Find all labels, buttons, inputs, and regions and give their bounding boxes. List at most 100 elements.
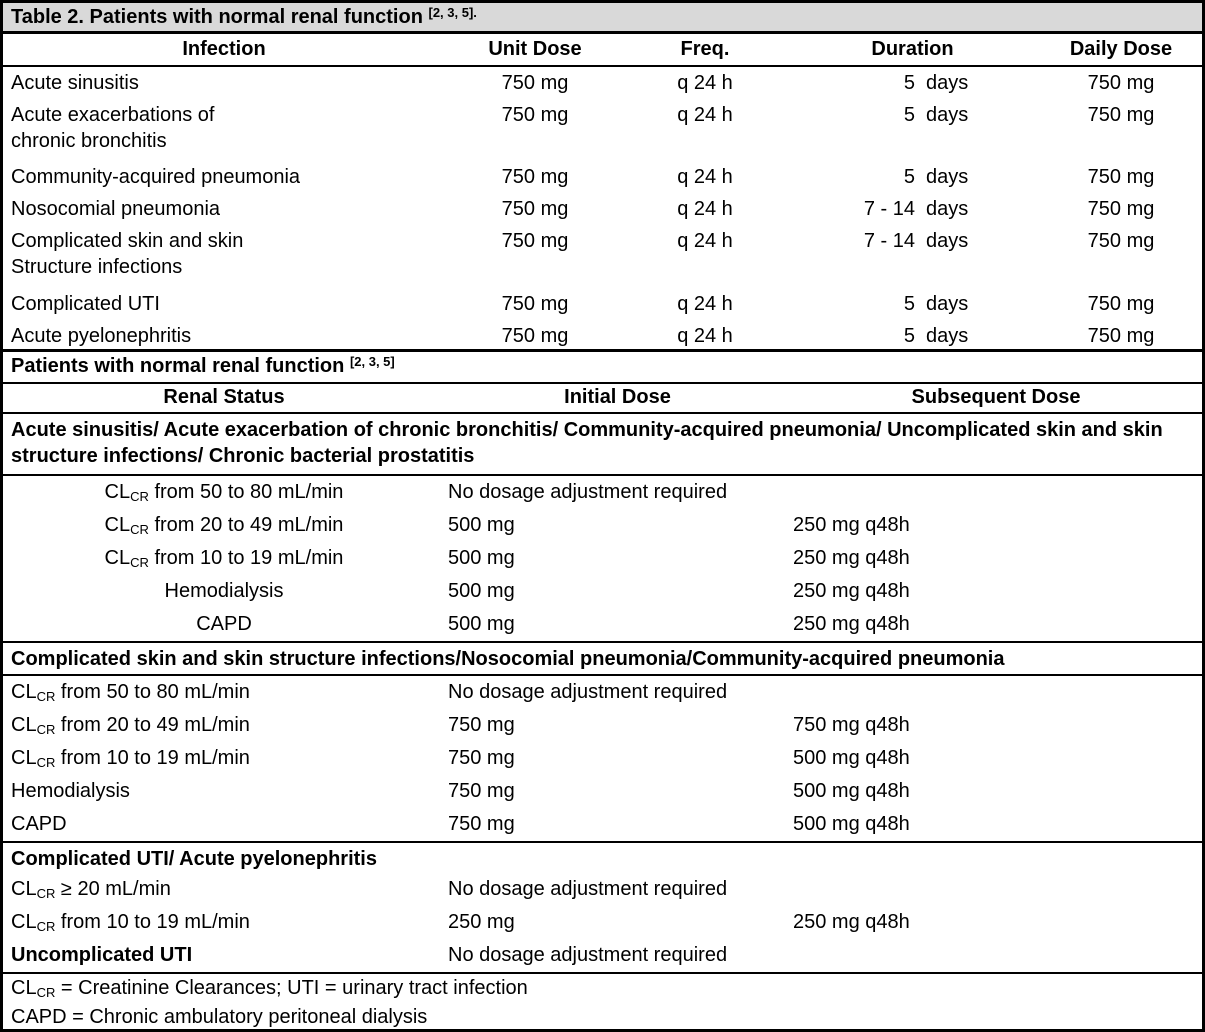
- renal-status-cell: CLCR from 20 to 49 mL/min: [11, 714, 250, 738]
- daily-dose-cell: 750 mg: [1087, 198, 1155, 221]
- renal-status-cell: CLCR ≥ 20 mL/min: [11, 878, 171, 902]
- footnotes: CLCR = Creatinine Clearances; UTI = urin…: [3, 971, 1202, 1029]
- daily-dose-cell: 750 mg: [1087, 292, 1155, 315]
- initial-dose-cell: 500 mg: [448, 514, 515, 537]
- infection-cell: Complicated skin and skin Structure infe…: [11, 230, 244, 279]
- renal-row: Hemodialysis 750 mg 500 mg q48h: [3, 775, 1202, 808]
- duration-value-cell: 5: [903, 324, 915, 347]
- unit-dose-cell: 750 mg: [501, 166, 569, 189]
- renal-row: CLCR from 20 to 49 mL/min 750 mg 750 mg …: [3, 709, 1202, 742]
- initial-dose-cell: 500 mg: [448, 580, 515, 603]
- unit-dose-cell: 750 mg: [501, 324, 569, 347]
- renal-row: Hemodialysis 500 mg 250 mg q48h: [3, 575, 1202, 608]
- duration-value-cell: 7 - 14: [863, 198, 915, 221]
- subsequent-dose-cell: [790, 942, 1202, 972]
- renal-section-header-text: Patients with normal renal function: [11, 354, 350, 377]
- infection-cell: Community-acquired pneumonia: [11, 166, 301, 189]
- freq-cell: q 24 h: [677, 198, 733, 221]
- dose-row: Community-acquired pneumonia 750 mg q 24…: [3, 161, 1202, 193]
- daily-dose-cell: 750 mg: [1087, 324, 1155, 347]
- freq-cell: q 24 h: [677, 230, 733, 253]
- duration-unit-cell: days: [926, 71, 969, 94]
- infection-cell: Nosocomial pneumonia: [11, 198, 221, 221]
- column-header-unit-dose: Unit Dose: [488, 37, 582, 60]
- column-header-subsequent-dose: Subsequent Dose: [911, 385, 1081, 408]
- duration-unit-cell: days: [926, 198, 969, 221]
- daily-dose-cell: 750 mg: [1087, 166, 1155, 189]
- infection-cell: Acute pyelonephritis: [11, 324, 192, 347]
- renal-section-header-superscript: [2, 3, 5]: [349, 353, 395, 369]
- initial-dose-cell: No dosage adjustment required: [448, 878, 728, 901]
- unit-dose-cell: 750 mg: [501, 292, 569, 315]
- duration-value-cell: 5: [903, 71, 915, 94]
- subsequent-dose-cell: 250 mg q48h: [793, 580, 910, 603]
- daily-dose-cell: 750 mg: [1087, 71, 1155, 94]
- freq-cell: q 24 h: [677, 292, 733, 315]
- subsequent-dose-cell: 250 mg q48h: [793, 514, 910, 537]
- renal-row: CLCR from 50 to 80 mL/min No dosage adju…: [3, 676, 1202, 709]
- footnote-line: CLCR = Creatinine Clearances; UTI = urin…: [11, 976, 528, 1000]
- table-title: Table 2. Patients with normal renal func…: [3, 3, 1202, 34]
- renal-status-cell: CLCR from 50 to 80 mL/min: [11, 681, 250, 705]
- subsequent-dose-cell: 250 mg q48h: [793, 613, 910, 636]
- renal-row: CAPD 500 mg 250 mg q48h: [3, 608, 1202, 641]
- group-title: Complicated UTI/ Acute pyelonephritis: [3, 841, 1202, 873]
- initial-dose-cell: 750 mg: [448, 813, 515, 836]
- initial-dose-cell: No dosage adjustment required: [448, 944, 728, 967]
- renal-status-cell: Hemodialysis: [11, 780, 130, 803]
- initial-dose-cell: 750 mg: [448, 780, 515, 803]
- renal-status-cell: Hemodialysis: [164, 580, 284, 603]
- column-header-infection: Infection: [182, 37, 266, 60]
- dose-row: Acute pyelonephritis 750 mg q 24 h 5 day…: [3, 320, 1202, 349]
- dose-row: Acute exacerbations of chronic bronchiti…: [3, 99, 1202, 162]
- renal-row: CLCR ≥ 20 mL/min No dosage adjustment re…: [3, 873, 1202, 906]
- renal-status-cell: CLCR from 10 to 19 mL/min: [11, 747, 250, 771]
- duration-value-cell: 5: [903, 166, 915, 189]
- renal-status-cell: Uncomplicated UTI: [11, 944, 193, 967]
- initial-dose-cell: No dosage adjustment required: [448, 681, 728, 704]
- table-title-superscript: [2, 3, 5].: [428, 5, 477, 20]
- duration-value-cell: 7 - 14: [863, 230, 915, 253]
- subsequent-dose-cell: 500 mg q48h: [793, 780, 910, 803]
- unit-dose-cell: 750 mg: [501, 71, 569, 94]
- infection-cell: Complicated UTI: [11, 292, 160, 315]
- subsequent-dose-cell: 250 mg q48h: [793, 911, 910, 934]
- renal-status-cell: CAPD: [11, 813, 67, 836]
- initial-dose-cell: 500 mg: [448, 547, 515, 570]
- daily-dose-cell: 750 mg: [1087, 230, 1155, 253]
- group-title: Complicated skin and skin structure infe…: [3, 641, 1202, 677]
- freq-cell: q 24 h: [677, 166, 733, 189]
- renal-row: CLCR from 10 to 19 mL/min 500 mg 250 mg …: [3, 542, 1202, 575]
- unit-dose-cell: 750 mg: [501, 103, 569, 126]
- infection-cell: Acute exacerbations of chronic bronchiti…: [11, 103, 215, 152]
- freq-cell: q 24 h: [677, 324, 733, 347]
- renal-section-header: Patients with normal renal function [2, …: [3, 348, 1202, 384]
- table-title-text: Table 2. Patients with normal renal func…: [11, 6, 429, 28]
- renal-status-cell: CLCR from 50 to 80 mL/min: [104, 481, 344, 505]
- renal-row: CAPD 750 mg 500 mg q48h: [3, 808, 1202, 841]
- subsequent-dose-cell: 250 mg q48h: [793, 547, 910, 570]
- renal-status-cell: CLCR from 20 to 49 mL/min: [104, 514, 344, 538]
- renal-row: CLCR from 50 to 80 mL/min No dosage adju…: [3, 476, 1202, 509]
- duration-unit-cell: days: [926, 103, 969, 126]
- column-header-freq: Freq.: [680, 37, 730, 60]
- renal-row: CLCR from 10 to 19 mL/min 750 mg 500 mg …: [3, 742, 1202, 775]
- subsequent-dose-cell: 500 mg q48h: [793, 747, 910, 770]
- daily-dose-cell: 750 mg: [1087, 103, 1155, 126]
- subsequent-dose-cell: [790, 679, 1202, 709]
- initial-dose-cell: No dosage adjustment required: [448, 481, 728, 504]
- renal-row: Uncomplicated UTI No dosage adjustment r…: [3, 939, 1202, 972]
- group-title: Acute sinusitis/ Acute exacerbation of c…: [3, 414, 1202, 477]
- dose-row: Complicated skin and skin Structure infe…: [3, 225, 1202, 288]
- duration-unit-cell: days: [926, 292, 969, 315]
- initial-dose-cell: 250 mg: [448, 911, 515, 934]
- initial-dose-cell: 750 mg: [448, 747, 515, 770]
- subsequent-dose-cell: [790, 876, 1202, 906]
- freq-cell: q 24 h: [677, 71, 733, 94]
- column-header-renal-status: Renal Status: [163, 385, 285, 408]
- duration-unit-cell: days: [926, 166, 969, 189]
- initial-dose-cell: 750 mg: [448, 714, 515, 737]
- freq-cell: q 24 h: [677, 103, 733, 126]
- duration-unit-cell: days: [926, 230, 969, 253]
